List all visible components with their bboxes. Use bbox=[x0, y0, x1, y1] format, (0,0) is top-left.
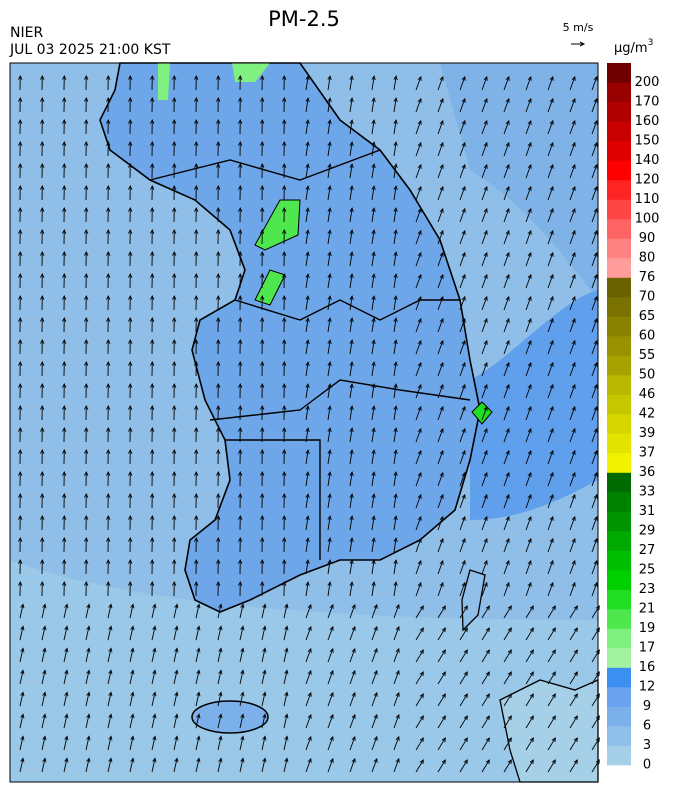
colorbar-label: 9 bbox=[643, 699, 651, 714]
colorbar-segment bbox=[607, 531, 631, 551]
colorbar-label: 21 bbox=[639, 602, 656, 617]
colorbar-segment bbox=[607, 258, 631, 278]
datetime: JUL 03 2025 21:00 KST bbox=[9, 42, 171, 58]
pm-hotspot bbox=[158, 63, 170, 100]
unit-exponent: 3 bbox=[648, 38, 654, 48]
colorbar-segment bbox=[607, 122, 631, 142]
colorbar-label: 90 bbox=[639, 231, 656, 246]
colorbar-segment bbox=[607, 687, 631, 707]
colorbar-label: 27 bbox=[639, 543, 656, 558]
colorbar-segment bbox=[607, 414, 631, 434]
colorbar: 0369121617192123252729313336373942465055… bbox=[607, 63, 659, 773]
colorbar-segment bbox=[607, 395, 631, 415]
colorbar-segment bbox=[607, 434, 631, 454]
colorbar-segment bbox=[607, 492, 631, 512]
colorbar-segment bbox=[607, 83, 631, 103]
colorbar-label: 65 bbox=[639, 309, 656, 324]
colorbar-segment bbox=[607, 551, 631, 571]
colorbar-segment bbox=[607, 375, 631, 395]
colorbar-label: 110 bbox=[635, 192, 660, 207]
colorbar-segment bbox=[607, 453, 631, 473]
colorbar-label: 0 bbox=[643, 758, 651, 773]
colorbar-segment bbox=[607, 278, 631, 298]
colorbar-segment bbox=[607, 726, 631, 746]
colorbar-label: 76 bbox=[639, 270, 656, 285]
colorbar-label: 140 bbox=[635, 153, 660, 168]
colorbar-label: 200 bbox=[635, 75, 660, 90]
colorbar-label: 170 bbox=[635, 95, 660, 110]
colorbar-label: 25 bbox=[639, 563, 656, 578]
colorbar-segment bbox=[607, 648, 631, 668]
colorbar-label: 3 bbox=[643, 738, 651, 753]
colorbar-label: 6 bbox=[643, 719, 651, 734]
colorbar-label: 16 bbox=[639, 660, 656, 675]
colorbar-label: 120 bbox=[635, 173, 660, 188]
unit-base: μg/m bbox=[614, 41, 648, 56]
colorbar-label: 46 bbox=[639, 387, 656, 402]
colorbar-label: 80 bbox=[639, 251, 656, 266]
colorbar-label: 23 bbox=[639, 582, 656, 597]
colorbar-segment bbox=[607, 746, 631, 766]
colorbar-label: 12 bbox=[639, 680, 656, 695]
colorbar-segment bbox=[607, 356, 631, 376]
colorbar-label: 19 bbox=[639, 621, 656, 636]
colorbar-label: 160 bbox=[635, 114, 660, 129]
wind-scale: 5 m/s bbox=[563, 21, 594, 34]
map bbox=[10, 63, 599, 782]
colorbar-segment bbox=[607, 590, 631, 610]
colorbar-label: 50 bbox=[639, 368, 656, 383]
colorbar-segment bbox=[607, 609, 631, 629]
colorbar-label: 60 bbox=[639, 329, 656, 344]
japan-coast bbox=[500, 680, 598, 782]
colorbar-label: 100 bbox=[635, 212, 660, 227]
colorbar-segment bbox=[607, 161, 631, 181]
colorbar-label: 37 bbox=[639, 446, 656, 461]
colorbar-segment bbox=[607, 570, 631, 590]
colorbar-segment bbox=[607, 63, 631, 83]
colorbar-segment bbox=[607, 200, 631, 220]
agency: NIER bbox=[10, 25, 43, 41]
colorbar-segment bbox=[607, 629, 631, 649]
title: PM-2.5 bbox=[268, 7, 340, 31]
colorbar-segment bbox=[607, 297, 631, 317]
colorbar-segment bbox=[607, 219, 631, 239]
colorbar-segment bbox=[607, 512, 631, 532]
colorbar-label: 33 bbox=[639, 485, 656, 500]
colorbar-label: 39 bbox=[639, 426, 656, 441]
colorbar-segment bbox=[607, 180, 631, 200]
colorbar-label: 31 bbox=[639, 504, 656, 519]
colorbar-label: 150 bbox=[635, 134, 660, 149]
jeju-island bbox=[192, 701, 268, 733]
colorbar-label: 55 bbox=[639, 348, 656, 363]
colorbar-segment bbox=[607, 473, 631, 493]
colorbar-label: 42 bbox=[639, 407, 656, 422]
colorbar-segment bbox=[607, 239, 631, 259]
colorbar-label: 70 bbox=[639, 290, 656, 305]
colorbar-segment bbox=[607, 336, 631, 356]
unit: μg/m3 bbox=[614, 38, 653, 56]
colorbar-segment bbox=[607, 707, 631, 727]
colorbar-label: 36 bbox=[639, 465, 656, 480]
colorbar-segment bbox=[607, 668, 631, 688]
colorbar-label: 29 bbox=[639, 524, 656, 539]
colorbar-label: 17 bbox=[639, 641, 656, 656]
colorbar-segment bbox=[607, 317, 631, 337]
colorbar-segment bbox=[607, 102, 631, 122]
colorbar-segment bbox=[607, 141, 631, 161]
